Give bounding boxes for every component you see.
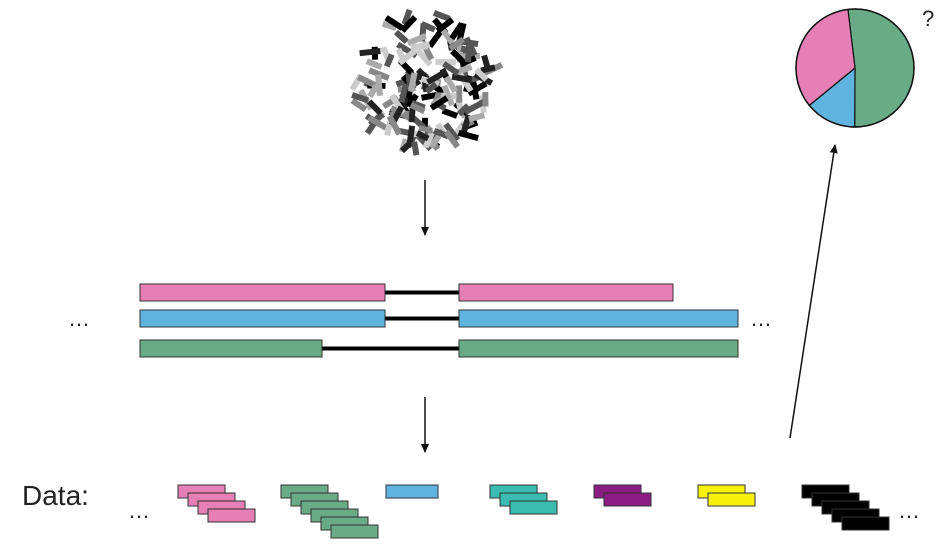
dna-fragment	[397, 48, 417, 66]
dna-fragment	[468, 112, 486, 123]
dna-fragment	[432, 10, 451, 22]
fragment-cloud	[349, 8, 504, 156]
dna-fragment	[356, 74, 379, 89]
haplotype-segment-right	[458, 309, 739, 328]
dna-fragment	[410, 43, 428, 50]
haplotype-segment-right	[458, 339, 739, 358]
dna-fragment	[365, 58, 383, 70]
dna-fragment	[481, 54, 491, 69]
dna-fragment	[384, 15, 405, 31]
dna-fragment	[450, 48, 465, 64]
dna-fragment	[470, 81, 480, 100]
dna-fragment	[441, 107, 459, 119]
dna-fragment	[409, 102, 426, 114]
dna-fragment	[435, 17, 455, 34]
dna-fragment	[442, 61, 460, 76]
dna-fragment	[401, 8, 413, 26]
haplotype-rows	[139, 283, 739, 358]
read-stacks	[177, 484, 890, 539]
dna-fragment	[451, 73, 473, 84]
dna-fragment	[429, 95, 449, 111]
dna-fragment	[411, 141, 420, 156]
dna-fragment	[482, 92, 489, 107]
dna-fragment	[381, 20, 398, 31]
dna-fragment	[443, 122, 461, 142]
dna-fragment	[480, 64, 496, 74]
dna-fragment	[359, 48, 381, 57]
dna-fragment	[386, 114, 403, 136]
pie-outline	[795, 8, 915, 128]
read-purple	[603, 492, 652, 507]
dna-fragment	[375, 74, 383, 97]
read-blue	[385, 484, 439, 499]
dna-fragment	[474, 67, 489, 82]
dna-fragment	[400, 14, 418, 33]
data-label: Data:	[22, 480, 89, 511]
dna-fragment	[406, 93, 419, 109]
pie-slice-green	[847, 8, 915, 128]
dna-fragment	[463, 99, 486, 115]
dna-fragment	[456, 103, 471, 117]
haplotype-segment-right	[458, 283, 674, 302]
dna-fragment	[415, 130, 430, 142]
dna-fragment	[350, 97, 368, 113]
data-ellipsis-right: …	[898, 498, 920, 523]
dna-fragment	[351, 92, 370, 104]
dna-fragment	[368, 67, 390, 81]
dna-fragment	[406, 33, 427, 47]
question-mark: ?	[922, 6, 934, 31]
haplotypes-ellipsis-left: …	[68, 306, 90, 331]
dna-fragment	[424, 81, 438, 95]
dna-fragment	[457, 129, 479, 142]
dna-fragment	[449, 22, 465, 41]
dna-fragment	[426, 68, 448, 85]
read-green	[330, 524, 379, 539]
dna-fragment	[443, 75, 458, 94]
read-teal	[509, 500, 558, 515]
haplotype-segment-left	[139, 309, 386, 328]
dna-fragment	[427, 28, 444, 49]
dna-fragment	[443, 129, 461, 149]
dna-fragment	[399, 139, 414, 154]
data-ellipsis-left: …	[128, 498, 150, 523]
dna-fragment	[448, 36, 466, 52]
dna-fragment	[367, 114, 388, 131]
haplotypes-ellipsis-right: …	[750, 306, 772, 331]
dna-fragment	[366, 99, 383, 116]
dna-fragment	[428, 134, 442, 150]
read-black	[841, 516, 890, 531]
haplotype-segment-left	[139, 283, 386, 302]
read-pink	[207, 508, 256, 523]
dna-fragment	[383, 53, 395, 68]
dna-fragment	[406, 125, 416, 143]
read-yellow	[707, 492, 756, 507]
dna-fragment	[407, 72, 418, 93]
dna-fragment	[433, 127, 450, 140]
dna-fragment	[422, 131, 435, 149]
haplotype-segment-left	[139, 339, 323, 358]
dna-fragment	[415, 47, 433, 67]
arrow-data-to-pie	[789, 144, 838, 439]
dna-fragment	[398, 83, 409, 103]
dna-fragment	[465, 42, 473, 63]
dna-fragment	[456, 85, 463, 103]
dna-fragment	[393, 29, 409, 45]
abundance-pie-chart	[795, 8, 915, 128]
